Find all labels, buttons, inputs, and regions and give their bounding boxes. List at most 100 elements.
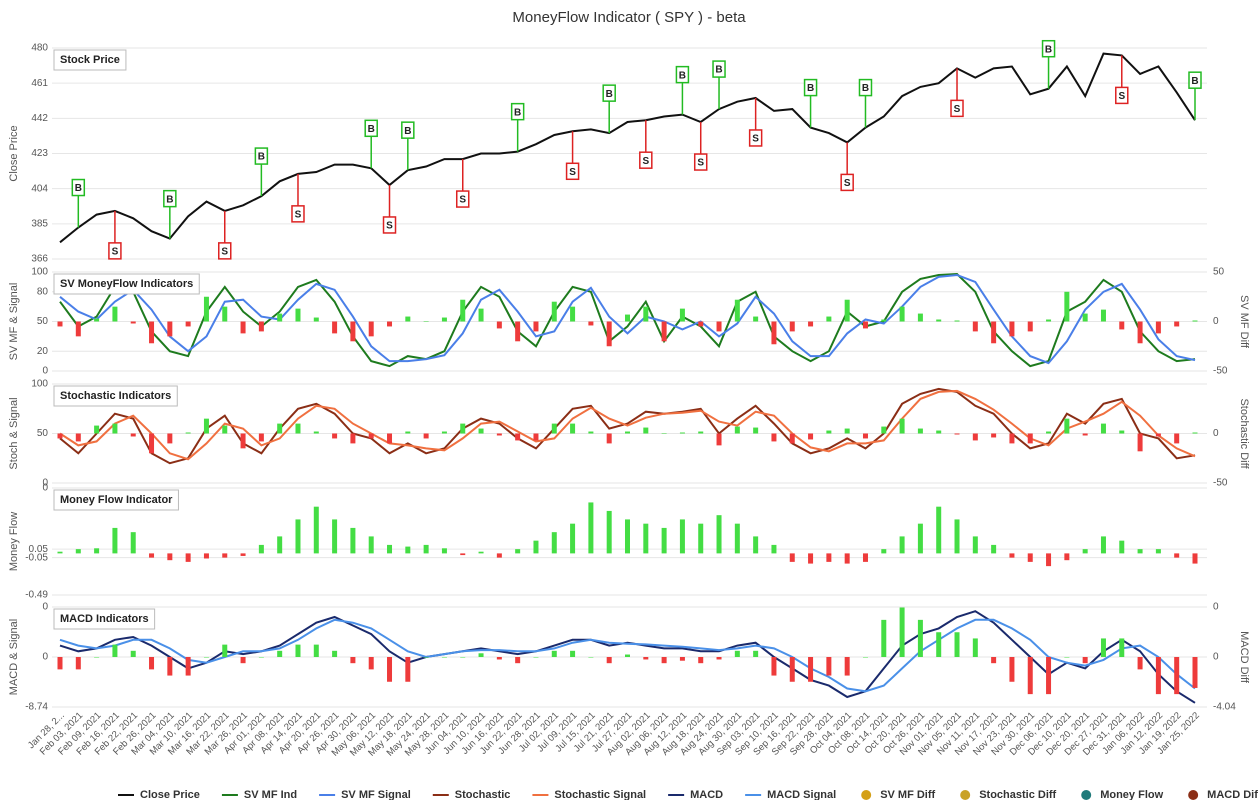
bar	[1100, 536, 1106, 554]
bar	[460, 423, 466, 434]
bar	[716, 321, 722, 332]
bar	[698, 657, 704, 664]
bar	[1064, 657, 1070, 658]
bar	[1174, 321, 1180, 327]
bar	[240, 433, 246, 449]
signal-box	[1041, 39, 1056, 58]
y2-tick-label: 0	[1213, 428, 1219, 439]
bar	[167, 657, 173, 676]
bar	[222, 306, 228, 322]
bar	[533, 657, 539, 658]
signal-box	[858, 78, 873, 97]
bar	[570, 523, 576, 554]
signal-text: S	[112, 247, 119, 258]
bar	[112, 306, 118, 322]
bar	[332, 650, 338, 657]
bar	[679, 657, 685, 661]
bar	[1119, 638, 1125, 657]
panel-label-box	[53, 273, 200, 295]
legend-label: SV MF Diff	[880, 789, 935, 800]
bar	[771, 433, 777, 442]
bar	[75, 433, 81, 442]
bar	[149, 433, 155, 454]
bar	[661, 321, 667, 342]
line	[59, 610, 1196, 704]
bar	[808, 657, 814, 682]
bar	[515, 657, 521, 664]
bar	[496, 433, 502, 436]
bar	[1192, 553, 1198, 564]
legend-marker	[1188, 790, 1199, 800]
bar	[423, 544, 429, 554]
bar	[1192, 320, 1198, 322]
bar	[258, 544, 264, 554]
bar	[57, 433, 63, 439]
bar	[588, 502, 594, 554]
y-tick-label: -0.49	[25, 590, 48, 601]
y2-axis-title: Stochastic Diff	[1238, 398, 1250, 469]
bar	[899, 536, 905, 554]
signal-text: B	[1045, 44, 1052, 55]
bar	[881, 319, 887, 322]
y2-tick-label: 50	[1213, 267, 1225, 278]
panel-label-text: Money Flow Indicator	[60, 494, 173, 506]
bar	[954, 433, 960, 435]
line	[59, 389, 1196, 461]
line	[59, 387, 1196, 465]
bar	[1009, 321, 1015, 337]
bar	[478, 551, 484, 554]
panel-label-box	[53, 49, 127, 71]
signal-text: S	[569, 167, 576, 178]
legend-label: MACD	[690, 789, 723, 800]
bar	[478, 308, 484, 322]
bar	[1082, 549, 1088, 554]
bar	[661, 527, 667, 554]
panel-label-box	[53, 608, 156, 630]
bar	[515, 433, 521, 441]
bar	[661, 657, 667, 664]
bar	[277, 650, 283, 657]
bar	[185, 432, 191, 434]
bar	[222, 553, 228, 558]
bar	[826, 316, 832, 322]
bar	[881, 619, 887, 657]
y-tick-label: 0	[42, 652, 48, 663]
bar	[240, 553, 246, 556]
bar	[1046, 657, 1052, 695]
legend-label: MACD Signal	[767, 789, 836, 800]
bar	[277, 313, 283, 322]
line	[59, 52, 1196, 244]
signal-text: B	[807, 83, 814, 94]
bar	[570, 306, 576, 322]
bar	[679, 308, 685, 322]
line	[59, 272, 1196, 368]
bar	[862, 433, 868, 439]
bar	[222, 425, 228, 434]
bar	[1046, 319, 1052, 322]
bar	[972, 536, 978, 554]
bar	[405, 431, 411, 434]
bar	[478, 653, 484, 657]
bar	[387, 321, 393, 327]
bar	[240, 321, 246, 334]
bar	[899, 418, 905, 434]
bar	[149, 657, 155, 670]
bar	[588, 657, 594, 658]
bar	[515, 549, 521, 554]
signal-text: S	[642, 156, 649, 167]
bar	[661, 433, 667, 434]
y-tick-label: 100	[31, 267, 48, 278]
bar	[954, 519, 960, 554]
y2-tick-label: 0	[1213, 602, 1219, 613]
bar	[881, 549, 887, 554]
bar	[460, 553, 466, 556]
y-tick-label: 20	[37, 346, 49, 357]
bar	[643, 427, 649, 434]
bar	[295, 519, 301, 554]
bar	[643, 657, 649, 660]
bar	[441, 548, 447, 554]
bar	[368, 657, 374, 670]
bar	[387, 544, 393, 554]
bar	[881, 426, 887, 434]
bar	[94, 318, 100, 322]
